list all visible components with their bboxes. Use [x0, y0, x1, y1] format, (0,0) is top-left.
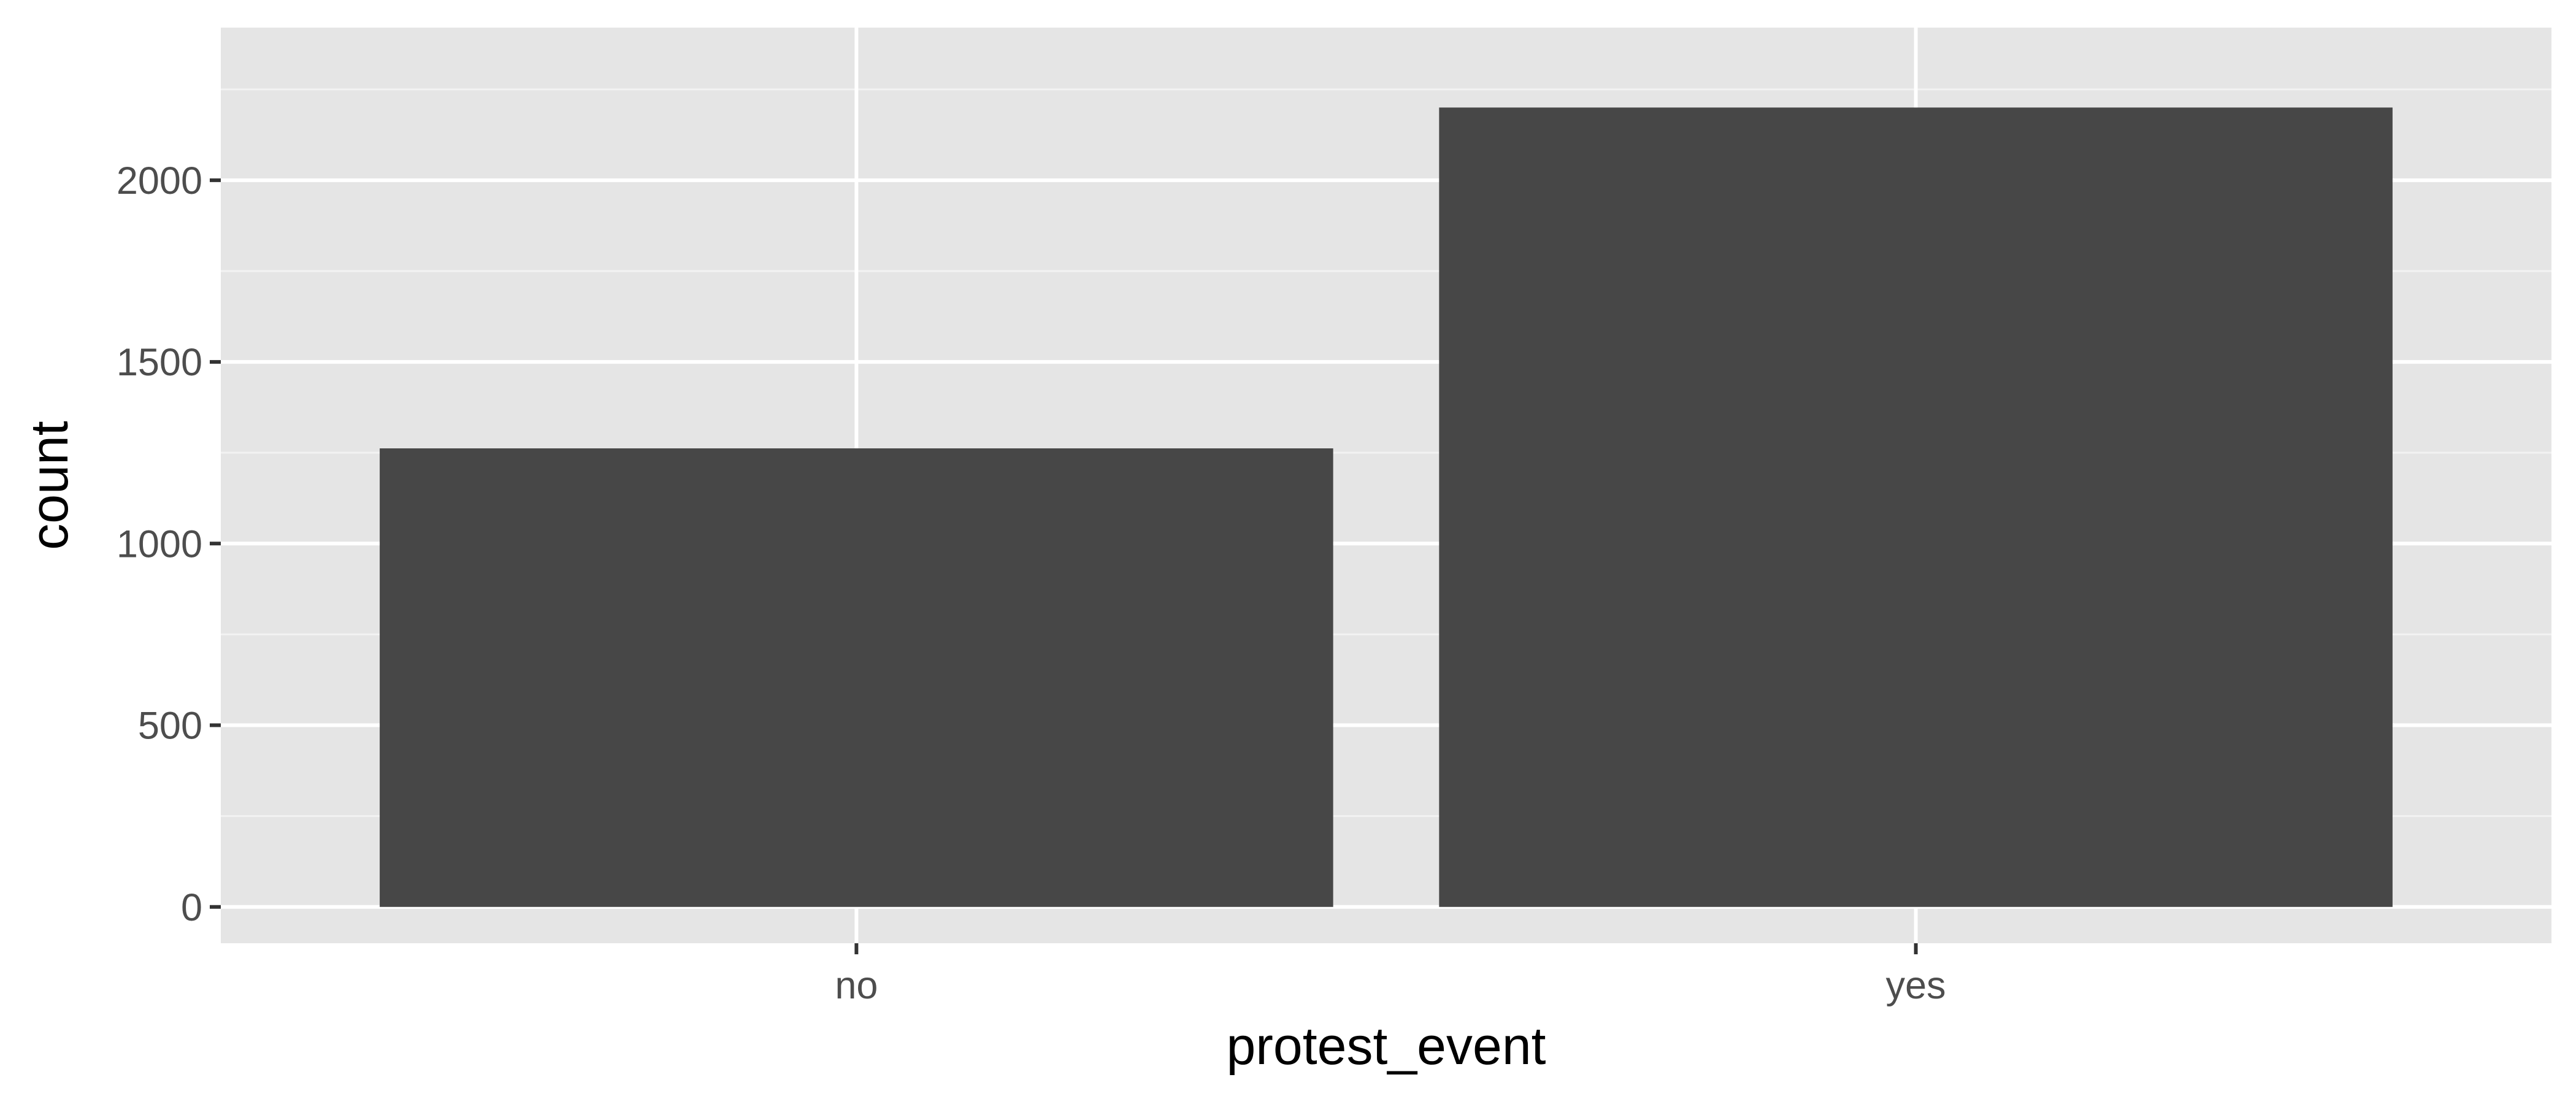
bar-no — [380, 448, 1333, 907]
y-tick-label: 2000 — [117, 159, 202, 202]
x-tick-label: no — [835, 964, 878, 1007]
x-axis-ticks: no yes — [835, 943, 1946, 1007]
y-axis-ticks: 0 500 1000 1500 2000 — [117, 159, 221, 929]
bars — [380, 107, 2393, 907]
y-tick-label: 1000 — [117, 523, 202, 565]
y-tick-label: 500 — [138, 705, 202, 748]
y-tick-label: 1500 — [117, 341, 202, 384]
x-tick-label: yes — [1886, 964, 1946, 1007]
y-axis-title: count — [20, 421, 79, 550]
y-tick-label: 0 — [181, 886, 202, 929]
bar-yes — [1439, 107, 2393, 907]
x-axis-title: protest_event — [1226, 1017, 1546, 1076]
